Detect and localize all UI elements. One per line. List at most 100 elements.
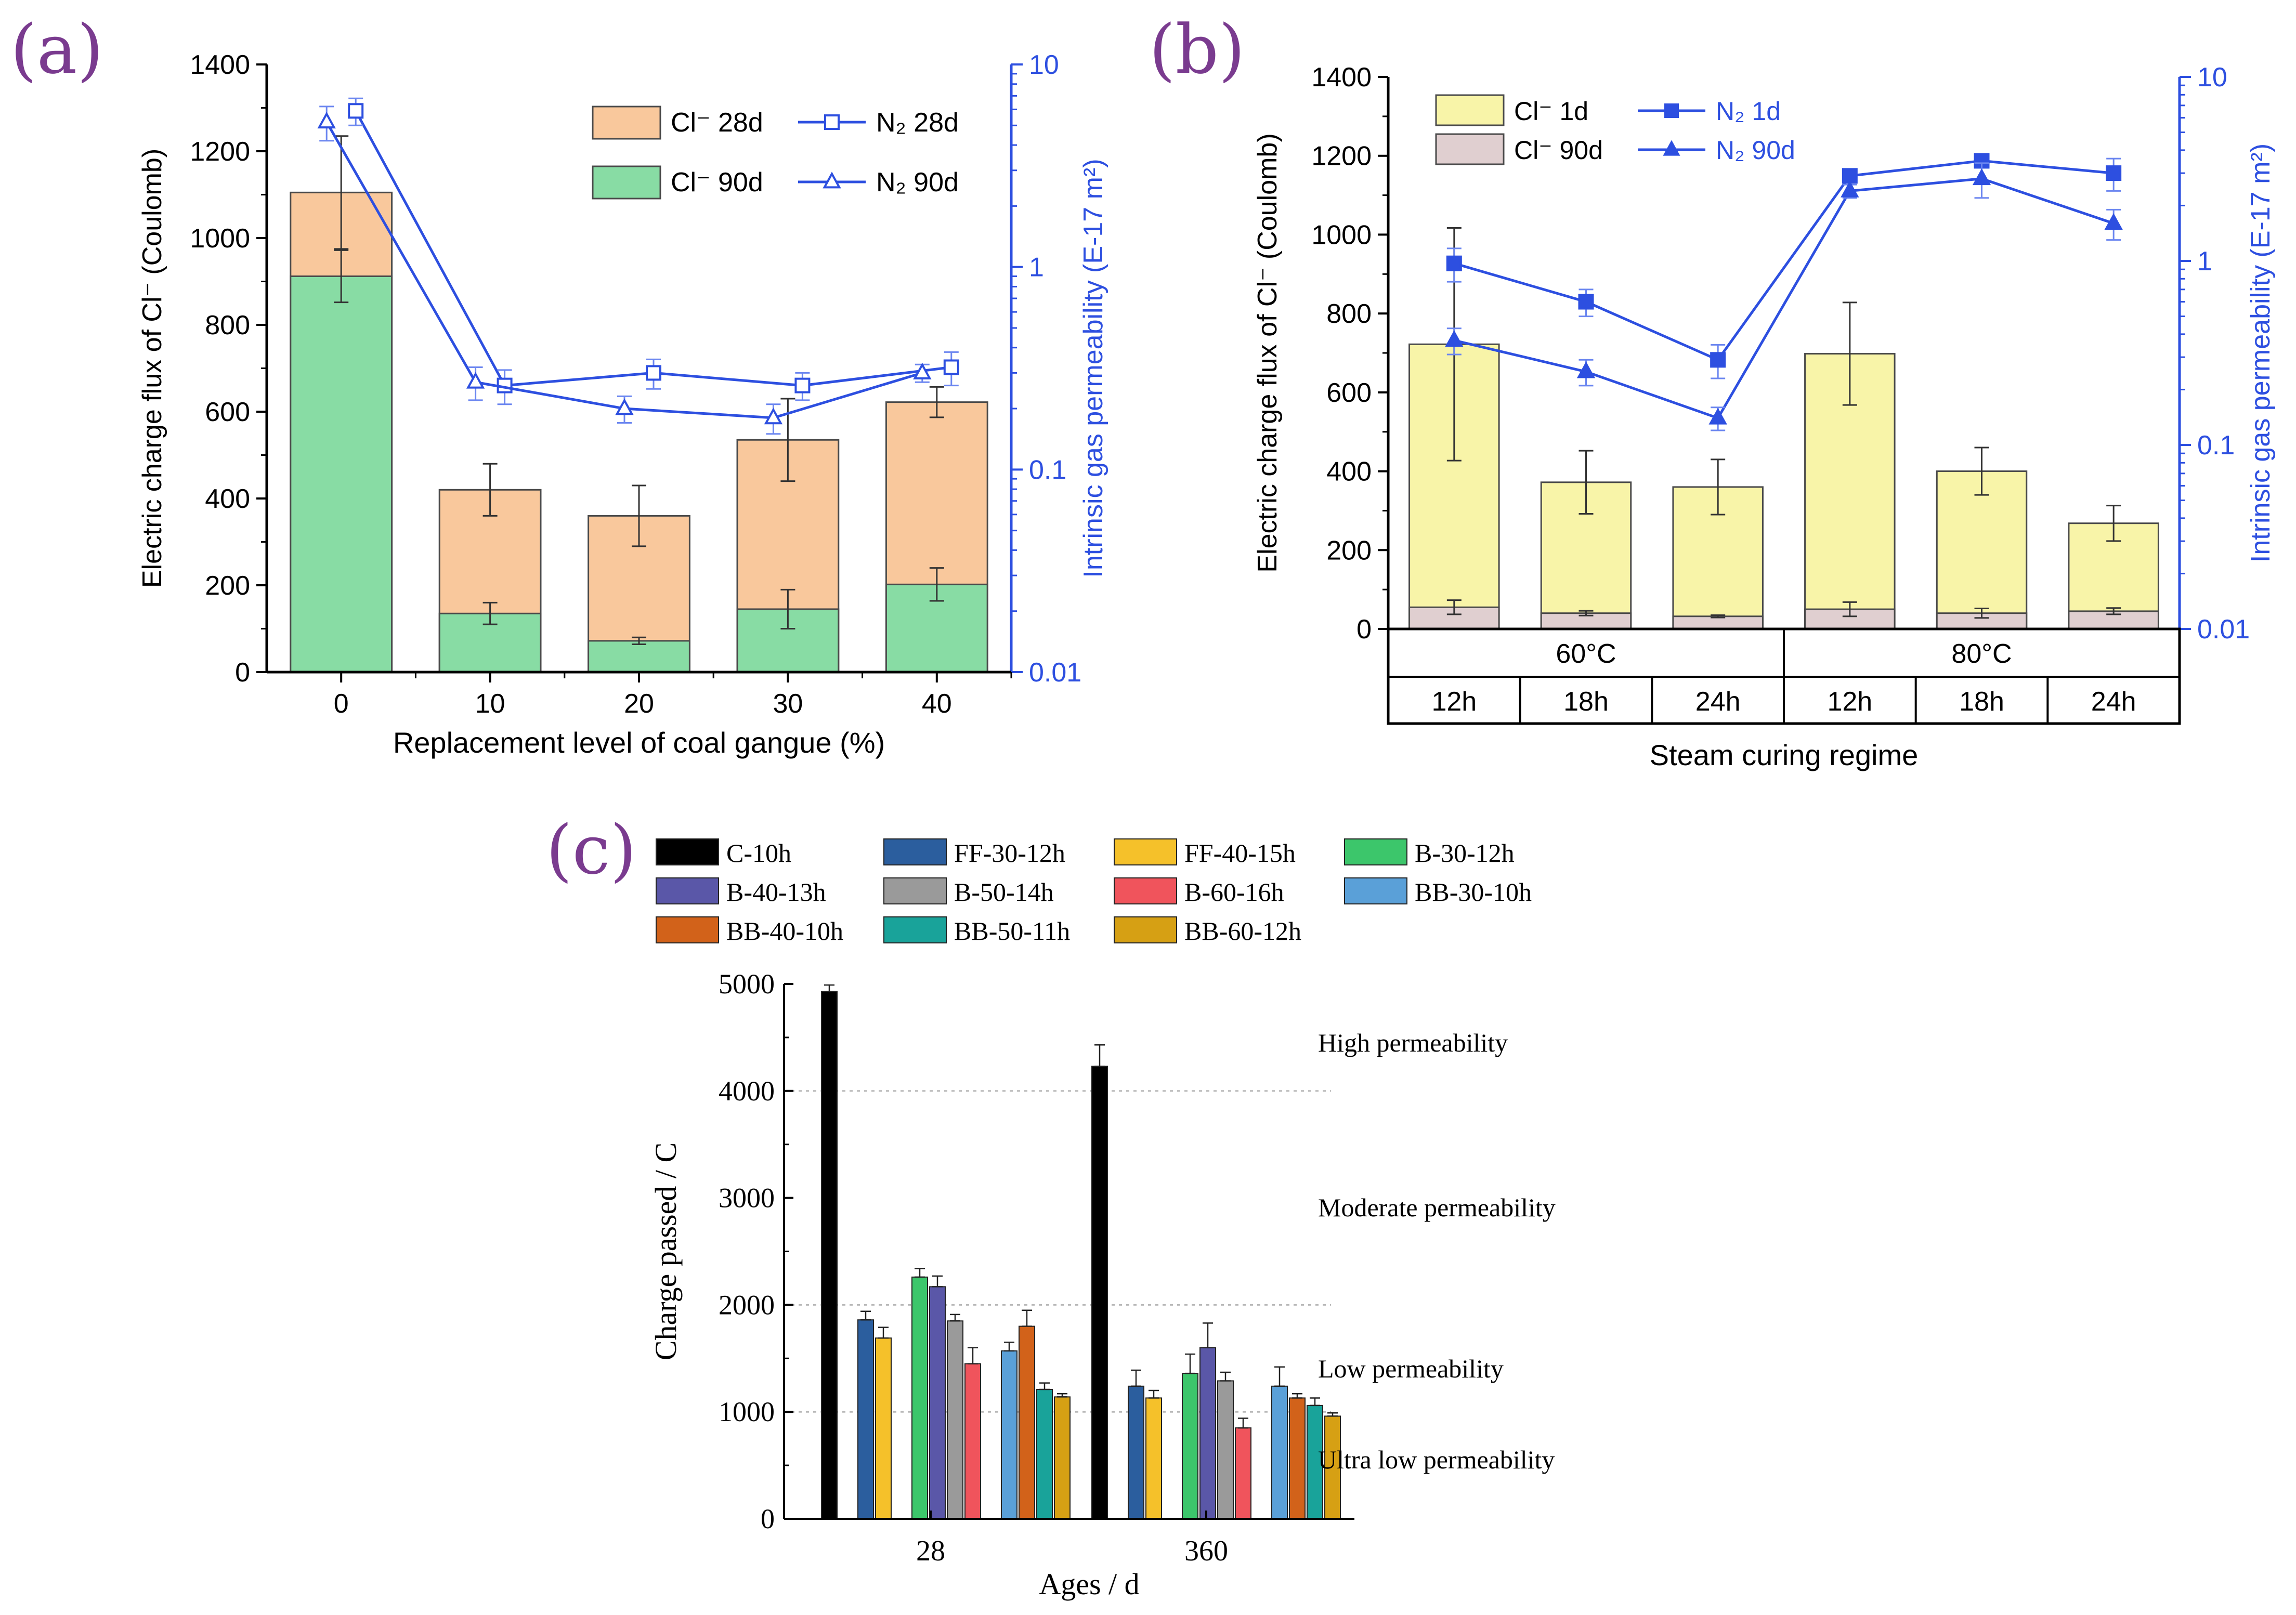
tick-label-left-a-0: 0 <box>235 658 250 688</box>
tick-label-bottom-a-2: 20 <box>624 689 654 719</box>
chart-b: 0 200 400 600 800 1000 1200 1400 0.01 0.1 1 10 Elect… <box>1253 62 2276 771</box>
tick-label-bottom-b-3: 12h <box>1827 687 1872 717</box>
panel-label-a: (a) <box>10 10 103 89</box>
tick-label-right-b-2: 1 <box>2197 246 2212 277</box>
legend-swatch-c-4 <box>656 877 719 904</box>
legend-swatch-b-bar-1 <box>1435 133 1505 165</box>
tick-label-left-b-5: 1000 <box>1311 220 1372 250</box>
tick-label-left-a-3: 600 <box>205 397 250 427</box>
marker-b-1-1 <box>1576 361 1596 378</box>
bar-c-5-0 <box>947 1320 963 1520</box>
annotation-c-0: High permeability <box>1318 1028 1508 1057</box>
legend-swatch-a-bar-1 <box>592 165 661 200</box>
bar-c-3-0 <box>911 1276 928 1520</box>
marker-a-1-3 <box>764 408 783 425</box>
tick-label-right-a-0: 0.01 <box>1029 658 1081 688</box>
bar-c-2-0 <box>875 1337 892 1519</box>
marker-b-1-0 <box>1445 330 1464 347</box>
bar-c-4-1 <box>1199 1347 1216 1519</box>
legend-marker-b-0 <box>1664 103 1679 118</box>
tick-label-left-a-1: 200 <box>205 571 250 601</box>
legend-label-b-line-1: N₂ 90d <box>1716 136 1795 165</box>
legend-label-a-line-0: N₂ 28d <box>876 108 959 138</box>
marker-a-1-1 <box>466 372 485 389</box>
tick-label-right-a-2: 1 <box>1029 253 1044 283</box>
tick-label-left-c-5: 5000 <box>719 968 775 1000</box>
tick-label-left-b-2: 400 <box>1326 457 1372 487</box>
xlabel-b: Steam curing regime <box>1650 739 1919 771</box>
bar-c-3-1 <box>1182 1373 1198 1520</box>
tick-label-bottom-a-4: 40 <box>922 689 952 719</box>
tick-label-right-a-3: 10 <box>1029 50 1059 80</box>
marker-a-1-2 <box>615 398 634 415</box>
bar-c-7-0 <box>1001 1350 1017 1520</box>
ylabel-a: Electric charge flux of Cl⁻ (Coulomb) <box>137 149 167 588</box>
bar-a-1-0 <box>290 275 393 673</box>
tick-label-left-c-4: 4000 <box>719 1075 775 1107</box>
legend-label-c-1: FF-30-12h <box>954 838 1065 868</box>
tick-label-right-a-1: 0.1 <box>1029 455 1066 485</box>
bar-c-0-0 <box>821 991 838 1519</box>
tick-label-left-c-2: 2000 <box>719 1289 775 1320</box>
bar-a-1-2 <box>588 640 690 673</box>
tick-label-left-a-4: 800 <box>205 310 250 340</box>
marker-b-0-3 <box>1842 168 1858 184</box>
panel-label-b: (b) <box>1149 10 1245 89</box>
tick-label-left-a-2: 400 <box>205 484 250 514</box>
marker-b-0-1 <box>1578 294 1594 310</box>
tick-label-left-c-3: 3000 <box>719 1183 775 1214</box>
legend-label-c-8: BB-40-10h <box>726 916 843 946</box>
legend-swatch-c-6 <box>1114 877 1177 904</box>
legend-label-c-10: BB-60-12h <box>1184 916 1301 946</box>
marker-a-0-0 <box>348 103 364 119</box>
marker-a-1-0 <box>317 111 336 129</box>
legend-label-c-3: B-30-12h <box>1415 838 1515 868</box>
xlabel-c: Ages / d <box>1039 1567 1139 1601</box>
y2label-b: Intrinsic gas permeability (E-17 m²) <box>2246 143 2276 562</box>
legend-marker-a-0 <box>824 114 840 130</box>
legend-label-c-0: C-10h <box>726 838 791 868</box>
legend-label-b-line-0: N₂ 1d <box>1716 97 1781 126</box>
legend-swatch-c-8 <box>656 916 719 943</box>
marker-a-0-2 <box>646 365 661 381</box>
tick-label-left-b-4: 800 <box>1326 299 1372 329</box>
tick-label-left-b-1: 200 <box>1326 535 1372 566</box>
legend-swatch-c-1 <box>883 838 947 865</box>
legend-label-a-bar-1: Cl⁻ 90d <box>671 167 763 198</box>
legend-label-c-9: BB-50-11h <box>954 916 1070 946</box>
bar-c-10-1 <box>1324 1415 1341 1519</box>
bar-c-2-1 <box>1145 1397 1162 1520</box>
tick-label-bottom-c-1: 360 <box>1184 1535 1228 1567</box>
tick-label-left-a-7: 1400 <box>190 50 250 80</box>
legend-swatch-c-10 <box>1114 916 1177 943</box>
bar-c-7-1 <box>1271 1385 1288 1520</box>
tick-label-left-a-6: 1200 <box>190 137 250 167</box>
tick-label-left-b-3: 600 <box>1326 378 1372 408</box>
tick-label-bottom-a-3: 30 <box>773 689 803 719</box>
tick-label-right-b-1: 0.1 <box>2197 430 2235 461</box>
y2label-a: Intrinsic gas permeability (E-17 m²) <box>1078 159 1108 577</box>
marker-b-0-5 <box>2106 165 2122 181</box>
bar-c-10-0 <box>1054 1396 1071 1519</box>
tick-label-bottom-a-1: 10 <box>475 689 505 719</box>
marker-b-1-2 <box>1708 408 1727 425</box>
legend-swatch-c-5 <box>883 877 947 904</box>
legend-swatch-b-bar-0 <box>1435 94 1505 126</box>
legend-label-a-line-1: N₂ 90d <box>876 167 959 198</box>
annotation-c-1: Moderate permeability <box>1318 1193 1556 1222</box>
tick-label-left-a-5: 1000 <box>190 224 250 254</box>
legend-label-a-bar-0: Cl⁻ 28d <box>671 108 763 138</box>
ylabel-c: Charge passed / C <box>649 1143 683 1360</box>
legend-label-b-bar-1: Cl⁻ 90d <box>1514 136 1603 165</box>
legend-marker-b-1 <box>1663 140 1680 156</box>
tick-label-left-b-0: 0 <box>1356 614 1372 645</box>
bar-c-8-1 <box>1289 1397 1306 1520</box>
tick-label-bottom-b-1: 18h <box>1563 687 1609 717</box>
legend-label-c-6: B-60-16h <box>1184 877 1284 907</box>
marker-a-0-4 <box>943 359 959 375</box>
line-b-0 <box>1454 159 2114 362</box>
bar-c-6-0 <box>964 1363 981 1520</box>
bar-c-6-1 <box>1235 1427 1251 1520</box>
legend-label-c-4: B-40-13h <box>726 877 826 907</box>
